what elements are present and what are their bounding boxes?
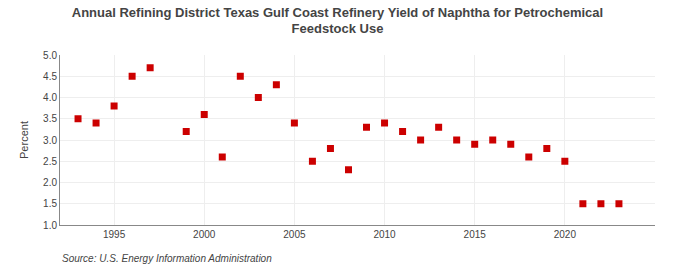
svg-text:2005: 2005 <box>283 229 306 240</box>
svg-text:2000: 2000 <box>193 229 216 240</box>
svg-text:1995: 1995 <box>103 229 126 240</box>
svg-text:2020: 2020 <box>554 229 577 240</box>
svg-text:4.0: 4.0 <box>43 92 57 103</box>
svg-text:1.5: 1.5 <box>43 198 57 209</box>
svg-text:Source: U.S. Energy Informatio: Source: U.S. Energy Information Administ… <box>62 253 272 264</box>
svg-text:1.0: 1.0 <box>43 220 57 231</box>
svg-text:2010: 2010 <box>373 229 396 240</box>
svg-text:Annual Refining District Texas: Annual Refining District Texas Gulf Coas… <box>72 5 603 37</box>
svg-text:3.5: 3.5 <box>43 113 57 124</box>
svg-text:2015: 2015 <box>464 229 487 240</box>
svg-text:2.0: 2.0 <box>43 177 57 188</box>
svg-text:3.0: 3.0 <box>43 135 57 146</box>
svg-text:4.5: 4.5 <box>43 71 57 82</box>
svg-text:Percent: Percent <box>18 121 30 159</box>
svg-text:5.0: 5.0 <box>43 50 57 61</box>
svg-text:2.5: 2.5 <box>43 156 57 167</box>
